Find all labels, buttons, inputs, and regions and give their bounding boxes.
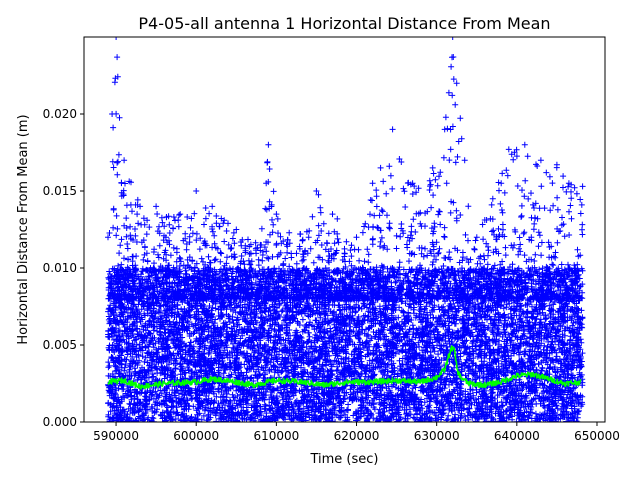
y-axis-label: Horizontal Distance From Mean (m) [16,114,31,344]
green-mean-line [107,345,582,390]
chart-title: P4-05-all antenna 1 Horizontal Distance … [138,14,550,33]
y-tick-label: 0.015 [43,184,77,198]
y-tick-label: 0.020 [43,107,77,121]
x-tick-label: 610000 [253,429,299,443]
x-tick-label: 640000 [494,429,540,443]
y-tick-label: 0.005 [43,338,77,352]
y-tick-label: 0.010 [43,261,77,275]
y-tick-label: 0.000 [43,415,77,429]
axes-frame [83,36,606,423]
x-tick-label: 620000 [334,429,380,443]
x-tick-label: 650000 [574,429,620,443]
x-tick-label: 590000 [93,429,139,443]
y-axis-ticks: 0.000 0.005 0.010 0.015 0.020 [43,107,84,429]
x-tick-label: 600000 [173,429,219,443]
x-axis-ticks: 590000 600000 610000 620000 630000 640000 6500… [93,422,620,443]
x-axis-label: Time (sec) [309,452,378,467]
x-tick-label: 630000 [414,429,460,443]
